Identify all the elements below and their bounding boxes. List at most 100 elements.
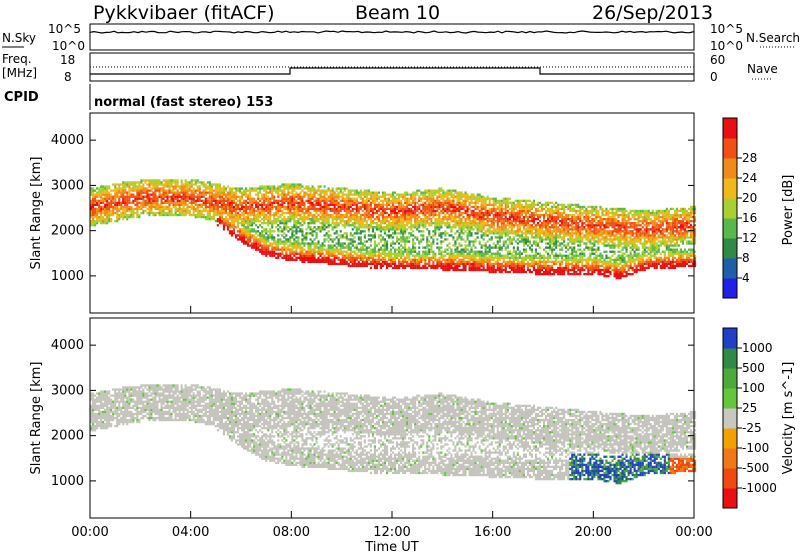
- power-cell: [126, 208, 128, 210]
- power-cell: [511, 202, 513, 204]
- power-cell: [450, 228, 452, 230]
- power-cell: [213, 208, 215, 210]
- power-cell: [442, 212, 444, 214]
- power-cell: [354, 198, 356, 200]
- cpid-text: normal (fast stereo) 153: [94, 95, 273, 110]
- power-cell: [332, 253, 334, 255]
- power-cell: [392, 194, 394, 196]
- power-cell: [400, 206, 402, 208]
- power-cell: [422, 251, 424, 253]
- power-cell: [404, 228, 406, 230]
- power-cell: [239, 210, 241, 212]
- power-cell: [350, 210, 352, 212]
- power-cell: [307, 190, 309, 192]
- power-cell: [231, 220, 233, 222]
- power-cell: [481, 234, 483, 236]
- power-cell: [163, 185, 165, 187]
- power-cell: [314, 259, 316, 261]
- power-cell: [392, 202, 394, 204]
- power-cell: [471, 251, 473, 253]
- power-cell: [368, 253, 370, 255]
- power-cell: [521, 224, 523, 226]
- power-cell: [424, 257, 426, 259]
- power-cell: [183, 192, 185, 194]
- power-cell: [233, 222, 235, 224]
- power-cell: [295, 236, 297, 238]
- power-cell: [96, 194, 98, 196]
- power-cell: [412, 267, 414, 269]
- power-cell: [465, 210, 467, 212]
- power-cell: [225, 222, 227, 224]
- power-cell: [263, 249, 265, 251]
- power-cell: [485, 212, 487, 214]
- power-cell: [452, 202, 454, 204]
- power-cell: [122, 218, 124, 220]
- power-cell: [505, 206, 507, 208]
- power-cell: [191, 179, 193, 181]
- power-cell: [507, 222, 509, 224]
- power-cell: [253, 212, 255, 214]
- power-cell: [320, 259, 322, 261]
- power-cell: [430, 242, 432, 244]
- power-cell: [340, 253, 342, 255]
- power-cell: [374, 212, 376, 214]
- power-cell: [96, 200, 98, 202]
- power-cell: [454, 222, 456, 224]
- power-cell: [165, 208, 167, 210]
- power-cell: [275, 214, 277, 216]
- power-cell: [233, 187, 235, 189]
- power-cell: [94, 204, 96, 206]
- power-cell: [340, 214, 342, 216]
- power-cell: [410, 222, 412, 224]
- power-cell: [390, 208, 392, 210]
- power-cell: [187, 181, 189, 183]
- power-cell: [336, 230, 338, 232]
- power-cell: [136, 192, 138, 194]
- power-cell: [380, 214, 382, 216]
- power-cell: [456, 200, 458, 202]
- power-cell: [374, 192, 376, 194]
- power-cell: [295, 220, 297, 222]
- power-cell: [142, 183, 144, 185]
- power-cell: [376, 261, 378, 263]
- power-cell: [267, 202, 269, 204]
- power-cell: [150, 212, 152, 214]
- power-cell: [271, 244, 273, 246]
- power-cell: [328, 218, 330, 220]
- power-cell: [102, 185, 104, 187]
- power-cell: [394, 196, 396, 198]
- power-cell: [130, 210, 132, 212]
- power-cell: [167, 190, 169, 192]
- power-cell: [477, 200, 479, 202]
- power-cell: [239, 187, 241, 189]
- power-cell: [179, 212, 181, 214]
- power-cell: [307, 232, 309, 234]
- power-cell: [326, 216, 328, 218]
- power-cell: [237, 222, 239, 224]
- power-cell: [416, 220, 418, 222]
- power-cell: [372, 216, 374, 218]
- power-cell: [469, 204, 471, 206]
- power-cell: [406, 204, 408, 206]
- power-cell: [312, 255, 314, 257]
- power-cell: [360, 251, 362, 253]
- power-cell: [233, 224, 235, 226]
- power-cell: [261, 210, 263, 212]
- power-cell: [165, 183, 167, 185]
- power-cell: [344, 214, 346, 216]
- power-cell: [485, 222, 487, 224]
- power-cell: [247, 236, 249, 238]
- power-cell: [285, 238, 287, 240]
- power-cell: [324, 208, 326, 210]
- power-cell: [370, 257, 372, 259]
- power-cell: [517, 204, 519, 206]
- power-cell: [126, 194, 128, 196]
- power-cell: [332, 198, 334, 200]
- power-cell: [225, 187, 227, 189]
- power-cell: [442, 267, 444, 269]
- power-cell: [259, 249, 261, 251]
- power-cell: [456, 247, 458, 249]
- power-cell: [227, 214, 229, 216]
- power-cell: [366, 257, 368, 259]
- power-cell: [519, 200, 521, 202]
